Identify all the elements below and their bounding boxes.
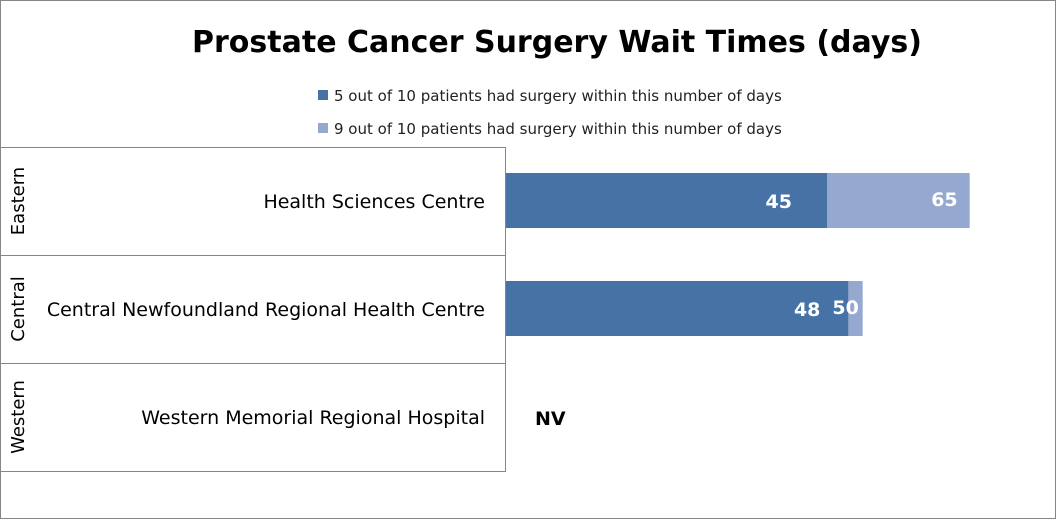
value-label-90th: 65	[931, 189, 957, 211]
bar-median	[506, 173, 827, 228]
legend-label-median: 5 out of 10 patients had surgery within …	[334, 87, 782, 105]
bar-90th	[827, 173, 970, 228]
region-label-eastern: Eastern	[8, 167, 29, 235]
category-label: Central Newfoundland Regional Health Cen…	[47, 299, 485, 321]
category-label: Health Sciences Centre	[263, 191, 485, 213]
category-label: Western Memorial Regional Hospital	[141, 407, 485, 429]
value-label-median: 48	[794, 299, 820, 321]
region-label-central: Central	[8, 276, 29, 342]
region-label-western: Western	[8, 380, 29, 454]
category-table	[0, 147, 506, 472]
value-label-nv: NV	[535, 408, 566, 430]
value-label-median: 45	[766, 191, 792, 213]
bar-90th	[848, 281, 863, 336]
value-label-90th: 50	[832, 297, 858, 319]
legend-swatch-90th	[318, 123, 328, 133]
legend-swatch-median	[318, 90, 328, 100]
bar-median	[506, 281, 849, 336]
bars: 45 65 48 50	[506, 173, 970, 336]
legend-label-90th: 9 out of 10 patients had surgery within …	[334, 120, 782, 138]
chart-title: Prostate Cancer Surgery Wait Times (days…	[192, 25, 922, 60]
